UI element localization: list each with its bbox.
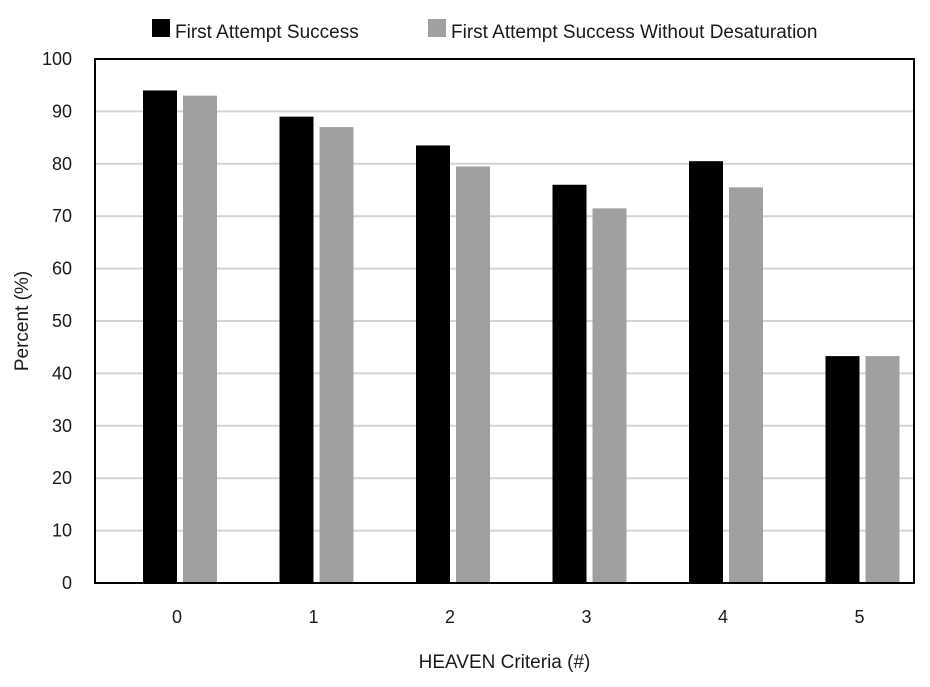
y-tick-label: 0 [62,573,72,593]
bar-without-desaturation-0 [183,95,217,584]
plot-area-frame [94,58,915,584]
y-axis-title: Percent (%) [12,271,33,371]
bar-first-attempt-success-1 [279,116,314,583]
x-tick-label: 4 [718,607,728,627]
bar-first-attempt-success-0 [143,90,177,583]
legend: First Attempt Success First Attempt Succ… [152,19,817,43]
x-tick-label: 1 [308,607,318,627]
y-tick-label: 20 [52,468,72,488]
y-tick-label: 80 [52,154,72,174]
legend-label-first-attempt-success: First Attempt Success [175,22,359,43]
bar-without-desaturation-3 [592,208,627,583]
y-axis-ticks: 0 10 20 30 40 50 60 70 80 90 100 [42,49,72,593]
bar-without-desaturation-1 [319,127,354,584]
bar-first-attempt-success-4 [689,161,723,583]
legend-label-without-desaturation: First Attempt Success Without Desaturati… [451,22,817,43]
x-axis-title: HEAVEN Criteria (#) [419,652,591,673]
y-tick-label: 60 [52,259,72,279]
bars [143,90,900,584]
y-tick-label: 70 [52,206,72,226]
x-tick-label: 0 [172,607,182,627]
x-tick-label: 5 [854,607,864,627]
legend-swatch-without-desaturation [428,19,446,37]
bar-first-attempt-success-2 [416,145,450,583]
bar-without-desaturation-2 [456,166,490,584]
legend-swatch-first-attempt-success [152,19,170,37]
bar-without-desaturation-5 [865,356,900,583]
bar-first-attempt-success-3 [552,184,587,583]
bar-first-attempt-success-5 [825,356,860,583]
y-tick-label: 50 [52,311,72,331]
y-tick-label: 10 [52,521,72,541]
y-tick-label: 30 [52,416,72,436]
gridlines [95,110,914,532]
x-tick-label: 3 [581,607,591,627]
bar-without-desaturation-4 [729,187,763,583]
y-tick-label: 100 [42,49,72,69]
x-axis-ticks: 0 1 2 3 4 5 [172,607,865,627]
y-tick-label: 90 [52,101,72,121]
x-tick-label: 2 [445,607,455,627]
y-tick-label: 40 [52,363,72,383]
